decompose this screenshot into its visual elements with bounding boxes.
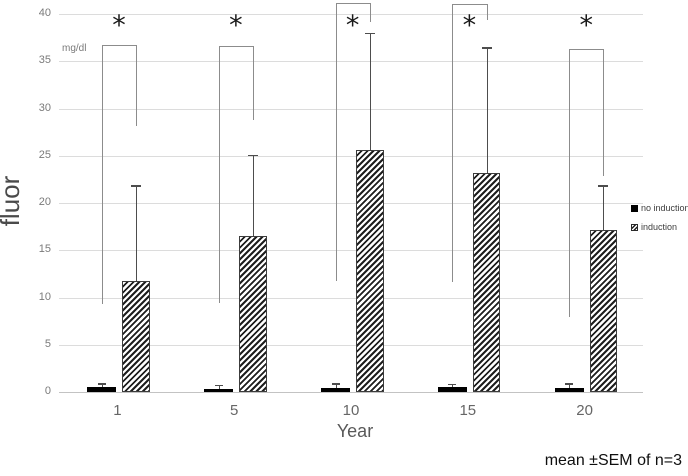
bar-no-induction xyxy=(204,388,234,392)
legend: no induction induction xyxy=(631,203,688,241)
significance-bracket-right-leg xyxy=(603,48,605,176)
significance-asterisk: * xyxy=(345,10,360,41)
bar-induction xyxy=(472,172,501,392)
error-bar xyxy=(569,383,571,388)
error-bar xyxy=(252,154,254,237)
gridline xyxy=(59,250,643,252)
bar-induction xyxy=(239,236,267,392)
bar-no-induction xyxy=(437,387,467,392)
legend-item-no-induction: no induction xyxy=(631,203,688,213)
significance-bracket-right-leg xyxy=(486,3,488,20)
significance-bracket-left-leg xyxy=(569,48,571,318)
gridline xyxy=(59,108,643,110)
error-bar xyxy=(218,384,220,389)
significance-bracket-right-leg xyxy=(369,2,371,22)
gridline xyxy=(59,14,643,15)
error-bar-cap xyxy=(565,383,574,385)
bar-no-induction xyxy=(554,387,584,392)
significance-asterisk: * xyxy=(229,10,243,41)
caption: mean ±SEM of n=3 xyxy=(544,452,682,469)
error-bar-cap xyxy=(247,154,258,157)
significance-bracket-left-leg xyxy=(101,45,103,305)
significance-bracket-left-leg xyxy=(335,2,337,282)
error-bar-cap xyxy=(131,185,142,187)
gridline xyxy=(59,61,643,63)
bar-induction xyxy=(122,281,150,392)
legend-label: no induction xyxy=(641,203,688,213)
gridline xyxy=(59,155,643,157)
significance-bracket-right-leg xyxy=(252,46,254,120)
x-tick-label: 10 xyxy=(342,402,360,419)
bar-no-induction xyxy=(321,388,350,392)
solid-black-swatch-icon xyxy=(631,204,638,212)
x-tick-label: 1 xyxy=(113,402,122,419)
y-tick-label: 25 xyxy=(38,148,51,161)
error-bar-cap xyxy=(598,185,609,187)
gridline xyxy=(59,297,643,299)
error-bar-cap xyxy=(448,383,457,386)
x-tick-label: 5 xyxy=(230,402,239,419)
significance-bracket-top xyxy=(452,3,488,5)
error-bar-cap xyxy=(214,384,223,387)
significance-bracket-top xyxy=(569,48,605,50)
error-bar-cap xyxy=(331,383,340,385)
error-bar-cap xyxy=(364,32,375,35)
significance-bracket-top xyxy=(335,2,371,4)
error-bar xyxy=(486,47,488,173)
legend-item-induction: induction xyxy=(631,222,687,232)
error-bar xyxy=(452,383,454,388)
bar-no-induction xyxy=(87,387,117,392)
gridline xyxy=(59,392,643,393)
error-bar xyxy=(369,32,371,151)
gridline xyxy=(59,344,643,346)
hatch-swatch-icon xyxy=(631,223,638,231)
x-axis-title: Year xyxy=(336,421,374,441)
error-bar-cap xyxy=(481,47,492,49)
significance-asterisk: * xyxy=(112,10,126,41)
significance-bracket-right-leg xyxy=(136,45,138,127)
significance-bracket-top xyxy=(218,46,254,48)
significance-bracket-left-leg xyxy=(218,46,220,304)
significance-asterisk: * xyxy=(579,10,593,41)
error-bar xyxy=(335,383,337,389)
bar-induction xyxy=(356,150,384,392)
error-bar xyxy=(101,383,103,388)
y-tick-label: 10 xyxy=(38,290,51,303)
bar-induction xyxy=(589,230,618,392)
y-tick-label: 30 xyxy=(38,101,51,114)
legend-label: induction xyxy=(641,222,678,232)
y-tick-label: 0 xyxy=(44,385,51,397)
x-tick-label: 20 xyxy=(576,402,593,419)
y-tick-label: 5 xyxy=(44,337,51,350)
error-bar xyxy=(603,185,605,231)
significance-bracket-left-leg xyxy=(452,3,454,283)
x-tick-label: 15 xyxy=(459,402,477,419)
y-axis-unit-label: mg/dl xyxy=(62,43,87,54)
y-tick-label: 15 xyxy=(38,243,51,256)
error-bar-cap xyxy=(97,383,106,385)
y-tick-label: 40 xyxy=(38,7,51,19)
significance-bracket-top xyxy=(101,45,138,47)
gridline xyxy=(59,203,643,204)
significance-asterisk: * xyxy=(462,10,477,41)
y-tick-label: 20 xyxy=(38,196,51,208)
y-tick-label: 35 xyxy=(38,54,51,67)
error-bar xyxy=(136,185,138,282)
